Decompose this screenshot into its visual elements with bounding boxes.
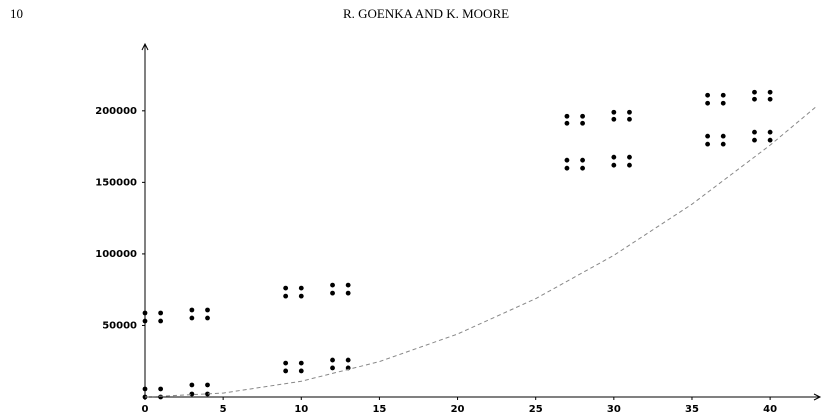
data-point: [705, 100, 711, 106]
x-arrow: [813, 393, 822, 401]
data-point: [298, 285, 304, 291]
y-tick-label: 100000: [95, 249, 137, 260]
data-point: [158, 394, 164, 400]
data-point: [345, 282, 351, 288]
data-point: [330, 282, 335, 288]
data-point: [767, 96, 773, 102]
data-point: [767, 129, 773, 135]
data-point: [189, 391, 195, 397]
data-point: [720, 141, 726, 147]
data-point: [580, 120, 585, 126]
x-tick-label: 0: [142, 404, 149, 415]
data-point: [142, 386, 148, 392]
data-point: [189, 382, 195, 388]
data-point: [298, 293, 304, 299]
data-point: [705, 133, 711, 139]
data-point: [345, 290, 351, 296]
y-tick-label: 200000: [95, 106, 137, 117]
data-point: [142, 310, 148, 316]
data-point: [752, 89, 757, 95]
data-point: [752, 129, 757, 135]
axes: [141, 42, 822, 401]
data-point: [283, 293, 289, 299]
data-point: [205, 391, 210, 397]
x-tick-label: 25: [529, 404, 543, 415]
data-point: [205, 315, 210, 321]
data-point: [767, 137, 773, 143]
data-point: [564, 157, 570, 163]
data-point: [283, 360, 289, 366]
data-point: [205, 382, 210, 388]
data-point: [283, 368, 289, 374]
data-point: [205, 307, 210, 313]
data-point: [330, 290, 335, 296]
x-tick-label: 15: [372, 404, 386, 415]
data-point: [752, 96, 757, 102]
data-point: [158, 386, 164, 392]
x-tick-label: 10: [294, 404, 308, 415]
x-tick-label: 35: [685, 404, 699, 415]
data-point: [611, 109, 617, 115]
y-tick-label: 150000: [95, 177, 137, 188]
data-point: [611, 154, 617, 160]
data-point: [720, 133, 726, 139]
data-point: [580, 113, 585, 119]
data-point: [330, 357, 335, 363]
running-head: R. GOENKA AND K. MOORE: [343, 6, 509, 21]
y-arrow: [141, 42, 149, 51]
data-point: [705, 92, 711, 98]
data-point: [627, 162, 632, 168]
data-point: [720, 92, 726, 98]
page-number: 10: [10, 6, 23, 21]
x-tick-label: 30: [607, 404, 621, 415]
data-point: [330, 365, 335, 371]
data-point: [142, 318, 148, 324]
data-point: [767, 89, 773, 95]
data-point: [611, 116, 617, 122]
data-point: [580, 165, 585, 171]
data-point: [158, 318, 164, 324]
data-point: [189, 315, 195, 321]
dashed-curve: [144, 105, 818, 398]
data-point: [345, 357, 351, 363]
x-tick-label: 20: [451, 404, 465, 415]
data-point: [627, 116, 632, 122]
data-point: [158, 310, 164, 316]
data-point: [298, 368, 304, 374]
y-tick-label: 50000: [102, 320, 137, 331]
data-point: [564, 165, 570, 171]
data-point: [189, 307, 195, 313]
data-point: [564, 113, 570, 119]
data-point: [580, 157, 585, 163]
data-point: [298, 360, 304, 366]
data-point: [564, 120, 570, 126]
x-tick-label: 5: [220, 404, 227, 415]
data-point: [283, 285, 289, 291]
data-point: [611, 162, 617, 168]
data-point: [720, 100, 726, 106]
x-tick-label: 40: [763, 404, 777, 415]
data-point: [627, 154, 632, 160]
data-point: [752, 137, 757, 143]
data-point: [627, 109, 632, 115]
data-point: [705, 141, 711, 147]
